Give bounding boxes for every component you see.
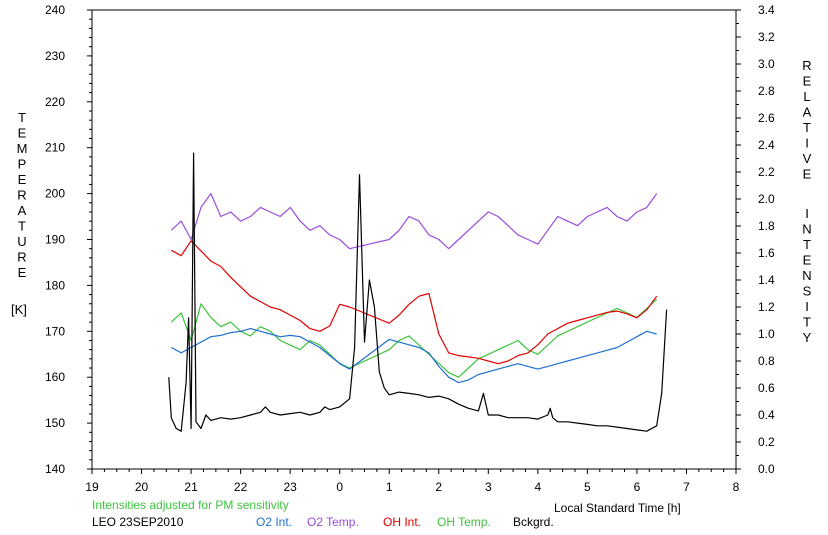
right-axis-letter: T	[803, 120, 811, 135]
x-tick-label: 3	[485, 480, 492, 494]
x-tick-label: 7	[683, 480, 690, 494]
y-left-tick-label: 200	[45, 187, 65, 201]
x-tick-label: 21	[184, 480, 198, 494]
right-axis-letter: I	[805, 206, 809, 221]
axis-labels: 19 20 21 22 23 0 1 2 3 4 5 6 7 8140150160170180190200…	[17, 3, 812, 494]
y-right-tick-label: 3.4	[758, 3, 775, 17]
left-axis-letter: T	[18, 219, 26, 234]
note-text: Intensities adjusted for PM sensitivity	[92, 498, 289, 512]
right-axis-letter: E	[803, 167, 812, 182]
y-left-tick-label: 150	[45, 416, 65, 430]
series-line-o2-int	[171, 328, 657, 384]
axis-ticks	[87, 9, 741, 474]
y-right-tick-label: 2.4	[758, 138, 775, 152]
y-left-tick-label: 240	[45, 3, 65, 17]
site-date-text: LEO 23SEP2010	[92, 515, 184, 529]
left-axis-letter: T	[18, 110, 26, 125]
legend: O2 Int. O2 Temp. OH Int. OH Temp. Bckgrd…	[256, 515, 554, 529]
right-axis-letter: I	[805, 136, 809, 151]
y-right-tick-label: 1.0	[758, 327, 775, 341]
left-axis-letter: P	[18, 157, 27, 172]
y-left-tick-label: 230	[45, 49, 65, 63]
legend-o2-temp: O2 Temp.	[307, 515, 359, 529]
y-right-tick-label: 1.2	[758, 300, 775, 314]
left-axis-letter: M	[17, 141, 28, 156]
series-line-bckgrd	[168, 152, 668, 432]
legend-oh-temp: OH Temp.	[437, 515, 491, 529]
left-axis-letter: E	[18, 265, 27, 280]
y-right-tick-label: 0.8	[758, 354, 775, 368]
x-tick-label: 19	[85, 480, 99, 494]
y-left-tick-label: 170	[45, 324, 65, 338]
left-axis-letter: A	[18, 203, 27, 218]
left-axis-unit: [K]	[11, 302, 27, 317]
legend-bckgrd: Bckgrd.	[513, 515, 554, 529]
series-line-oh-int	[171, 240, 658, 365]
y-left-tick-label: 210	[45, 141, 65, 155]
x-tick-label: 2	[435, 480, 442, 494]
right-axis-letter: A	[803, 105, 812, 120]
right-axis-letter: V	[803, 151, 812, 166]
left-axis-letter: R	[17, 188, 26, 203]
y-left-tick-label: 180	[45, 278, 65, 292]
right-axis-letter: L	[803, 89, 810, 104]
x-tick-label: 5	[584, 480, 591, 494]
left-axis-letter: E	[18, 126, 27, 141]
y-right-tick-label: 0.6	[758, 381, 775, 395]
right-axis-letter: N	[802, 268, 811, 283]
right-axis-letter: T	[803, 315, 811, 330]
x-tick-label: 0	[336, 480, 343, 494]
y-right-tick-label: 2.2	[758, 165, 775, 179]
left-axis-letter: U	[17, 234, 26, 249]
y-left-tick-label: 140	[45, 462, 65, 476]
y-right-tick-label: 0.4	[758, 408, 775, 422]
y-left-tick-label: 160	[45, 370, 65, 384]
y-right-tick-label: 3.2	[758, 30, 775, 44]
x-tick-label: 1	[386, 480, 393, 494]
plot-frame	[91, 9, 737, 470]
x-tick-label: 8	[733, 480, 740, 494]
x-tick-label: 6	[634, 480, 641, 494]
y-right-tick-label: 2.8	[758, 84, 775, 98]
y-right-tick-label: 1.6	[758, 246, 775, 260]
x-tick-label: 22	[234, 480, 248, 494]
right-axis-letter: E	[803, 253, 812, 268]
x-tick-label: 4	[535, 480, 542, 494]
legend-oh-int: OH Int.	[383, 515, 421, 529]
series-line-o2-temp	[170, 193, 658, 250]
right-axis-letter: R	[802, 58, 811, 73]
y-right-tick-label: 3.0	[758, 57, 775, 71]
y-right-tick-label: 1.4	[758, 273, 775, 287]
y-right-tick-label: 1.8	[758, 219, 775, 233]
x-axis-title: Local Standard Time [h]	[554, 501, 681, 515]
legend-o2-int: O2 Int.	[256, 515, 292, 529]
x-tick-label: 20	[135, 480, 149, 494]
series-lines	[168, 152, 668, 432]
right-axis-letter: E	[803, 74, 812, 89]
y-right-tick-label: 2.6	[758, 111, 775, 125]
y-right-tick-label: 2.0	[758, 192, 775, 206]
y-right-tick-label: 0.0	[758, 462, 775, 476]
y-left-tick-label: 220	[45, 95, 65, 109]
right-axis-letter: S	[803, 284, 812, 299]
y-right-tick-label: 0.2	[758, 435, 775, 449]
series-line-oh-temp	[170, 298, 658, 378]
right-axis-letter: T	[803, 237, 811, 252]
y-left-tick-label: 190	[45, 233, 65, 247]
left-axis-letter: E	[18, 172, 27, 187]
right-axis-letter: Y	[803, 330, 812, 345]
left-axis-letter: R	[17, 250, 26, 265]
x-tick-label: 23	[283, 480, 297, 494]
right-axis-letter: N	[802, 222, 811, 237]
right-axis-letter: I	[805, 299, 809, 314]
